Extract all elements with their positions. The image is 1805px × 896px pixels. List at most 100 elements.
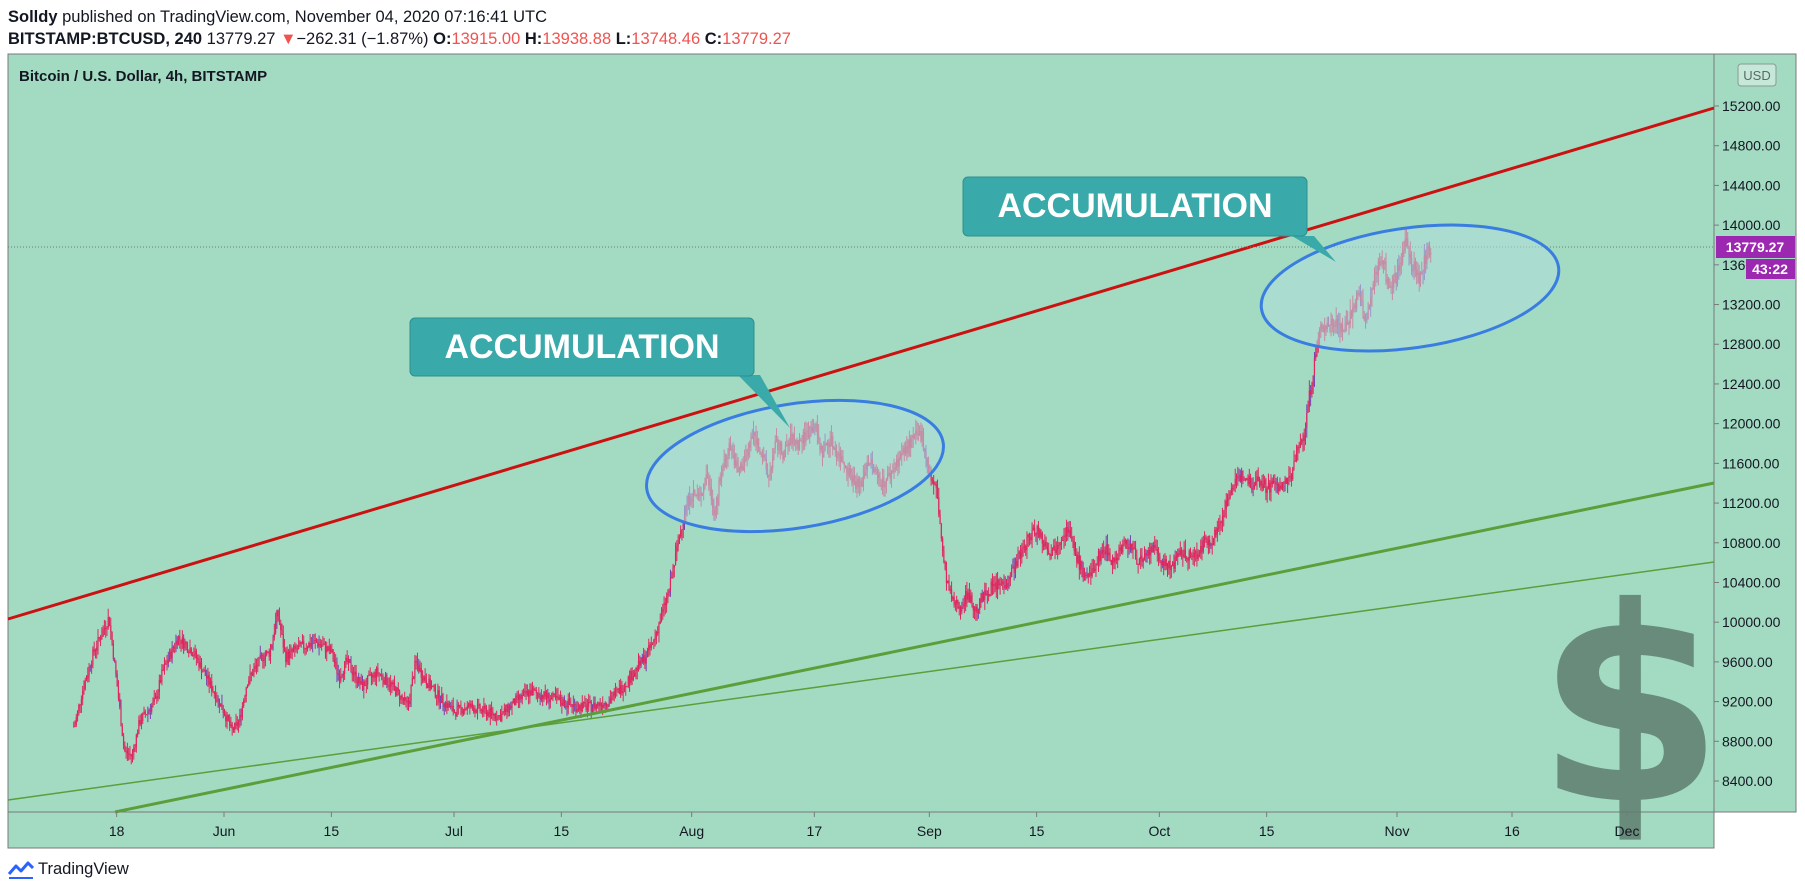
- candle-body: [180, 639, 182, 644]
- price-tick-label: 13200.00: [1722, 297, 1781, 313]
- candle-body: [163, 664, 166, 671]
- candle-body: [338, 674, 341, 682]
- candle-body: [1281, 482, 1284, 489]
- candle-body: [300, 641, 302, 644]
- candle-body: [1030, 536, 1032, 541]
- candle-body: [222, 709, 224, 713]
- candle-body: [418, 664, 420, 672]
- candle-body: [179, 636, 181, 640]
- candle-body: [1212, 538, 1215, 544]
- candle-body: [130, 754, 132, 757]
- candle-body: [1228, 498, 1230, 501]
- candle-body: [990, 581, 992, 595]
- candle-body: [133, 748, 135, 753]
- candle-body: [381, 674, 383, 676]
- candle-body: [369, 674, 371, 676]
- candle-body: [1072, 538, 1074, 542]
- publisher-name[interactable]: Solldy: [8, 8, 58, 26]
- candle-body: [598, 702, 600, 706]
- candle-body: [1003, 581, 1005, 586]
- accumulation-ellipse-2[interactable]: [1253, 208, 1567, 369]
- candle-body: [1201, 546, 1203, 552]
- candle-body: [1234, 479, 1236, 486]
- candle-body: [963, 604, 965, 606]
- candle-body: [1088, 572, 1091, 574]
- candle-body: [464, 708, 466, 712]
- candle-body: [152, 701, 154, 706]
- price-axis[interactable]: [1713, 53, 1797, 813]
- candle-body: [1161, 560, 1163, 566]
- candle-body: [154, 696, 157, 699]
- header-row-1: Solldy published on TradingView.com, Nov…: [8, 6, 791, 28]
- candle-body: [153, 698, 155, 702]
- candle-body: [410, 685, 412, 701]
- support-trendline-major[interactable]: [114, 481, 1715, 814]
- candle-body: [1016, 560, 1018, 567]
- candle-body: [1065, 527, 1068, 536]
- candle-body: [450, 705, 452, 708]
- accumulation-ellipse-1[interactable]: [637, 381, 953, 550]
- candle-body: [444, 702, 447, 708]
- candle-body: [1007, 583, 1009, 588]
- currency-badge[interactable]: USD: [1737, 63, 1777, 87]
- candle-body: [510, 705, 512, 709]
- price-tick-label: 15200.00: [1722, 98, 1781, 114]
- candle-body: [1095, 564, 1097, 571]
- resistance-trendline[interactable]: [7, 106, 1715, 621]
- candle-body: [340, 676, 342, 682]
- candle-body: [1226, 500, 1229, 502]
- candle-body: [576, 709, 578, 712]
- candle-body: [204, 670, 206, 676]
- last-price-tag[interactable]: 13779.27 43:22: [1716, 236, 1795, 279]
- candle-body: [565, 705, 567, 707]
- candle-body: [1248, 476, 1250, 485]
- candle-body: [1138, 558, 1140, 565]
- time-tick-label: 15: [554, 823, 570, 839]
- candle-body: [83, 689, 85, 691]
- candle-body: [98, 637, 100, 639]
- candle-body: [602, 704, 604, 708]
- candle-body: [455, 712, 457, 717]
- candle-body: [239, 715, 241, 722]
- countdown-text: 43:22: [1752, 261, 1788, 277]
- candle-body: [473, 707, 475, 713]
- candle-body: [266, 651, 268, 656]
- time-axis[interactable]: [7, 811, 1715, 849]
- candle-body: [519, 695, 521, 700]
- candle-body: [952, 597, 954, 600]
- candle-body: [521, 694, 523, 700]
- candle-body: [82, 690, 84, 700]
- candle-body: [262, 654, 264, 662]
- candle-body: [1068, 529, 1070, 533]
- candle-body: [393, 682, 396, 687]
- candle-body: [1154, 545, 1156, 548]
- tradingview-logo[interactable]: TradingView: [8, 860, 129, 879]
- candle-body: [260, 654, 263, 656]
- candle-body: [138, 720, 140, 734]
- candle-body: [253, 669, 255, 676]
- accumulation-callout-2[interactable]: ACCUMULATION: [962, 176, 1336, 262]
- candle-body: [227, 714, 229, 721]
- candle-body: [612, 696, 614, 700]
- candle-body: [160, 680, 162, 683]
- candle-body: [979, 598, 981, 610]
- accumulation-callout-1[interactable]: ACCUMULATION: [409, 317, 790, 428]
- support-trendline-minor[interactable]: [7, 561, 1715, 801]
- candle-body: [1046, 546, 1048, 551]
- candle-body: [1285, 478, 1287, 484]
- candle-body: [558, 697, 560, 700]
- candle-body: [575, 704, 577, 712]
- candle-body: [1224, 508, 1226, 516]
- candle-body: [520, 695, 522, 700]
- candle-body: [545, 696, 548, 699]
- candle-body: [1242, 471, 1244, 481]
- candle-body: [1313, 358, 1316, 376]
- candle-body: [967, 592, 969, 600]
- candle-body: [1284, 478, 1286, 483]
- candle-body: [331, 649, 333, 652]
- candle-body: [1251, 487, 1253, 490]
- candle-body: [122, 736, 125, 745]
- candle-body: [143, 711, 145, 714]
- candle-body: [108, 617, 111, 626]
